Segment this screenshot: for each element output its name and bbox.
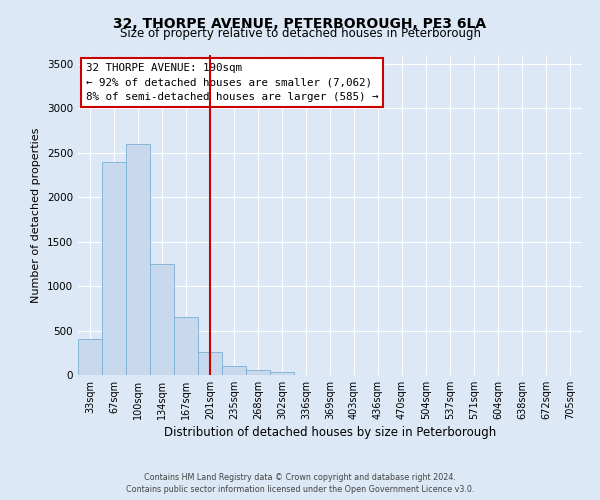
Bar	[222, 366, 246, 375]
X-axis label: Distribution of detached houses by size in Peterborough: Distribution of detached houses by size …	[164, 426, 496, 439]
Bar	[126, 144, 150, 375]
Text: 32, THORPE AVENUE, PETERBOROUGH, PE3 6LA: 32, THORPE AVENUE, PETERBOROUGH, PE3 6LA	[113, 18, 487, 32]
Bar	[174, 317, 198, 375]
Bar	[102, 162, 126, 375]
Bar	[198, 352, 222, 375]
Text: 32 THORPE AVENUE: 190sqm
← 92% of detached houses are smaller (7,062)
8% of semi: 32 THORPE AVENUE: 190sqm ← 92% of detach…	[86, 63, 378, 102]
Text: Contains HM Land Registry data © Crown copyright and database right 2024.
Contai: Contains HM Land Registry data © Crown c…	[126, 472, 474, 494]
Bar	[150, 264, 174, 375]
Bar	[270, 372, 294, 375]
Y-axis label: Number of detached properties: Number of detached properties	[31, 128, 41, 302]
Bar	[78, 340, 102, 375]
Bar	[246, 370, 270, 375]
Text: Size of property relative to detached houses in Peterborough: Size of property relative to detached ho…	[119, 28, 481, 40]
